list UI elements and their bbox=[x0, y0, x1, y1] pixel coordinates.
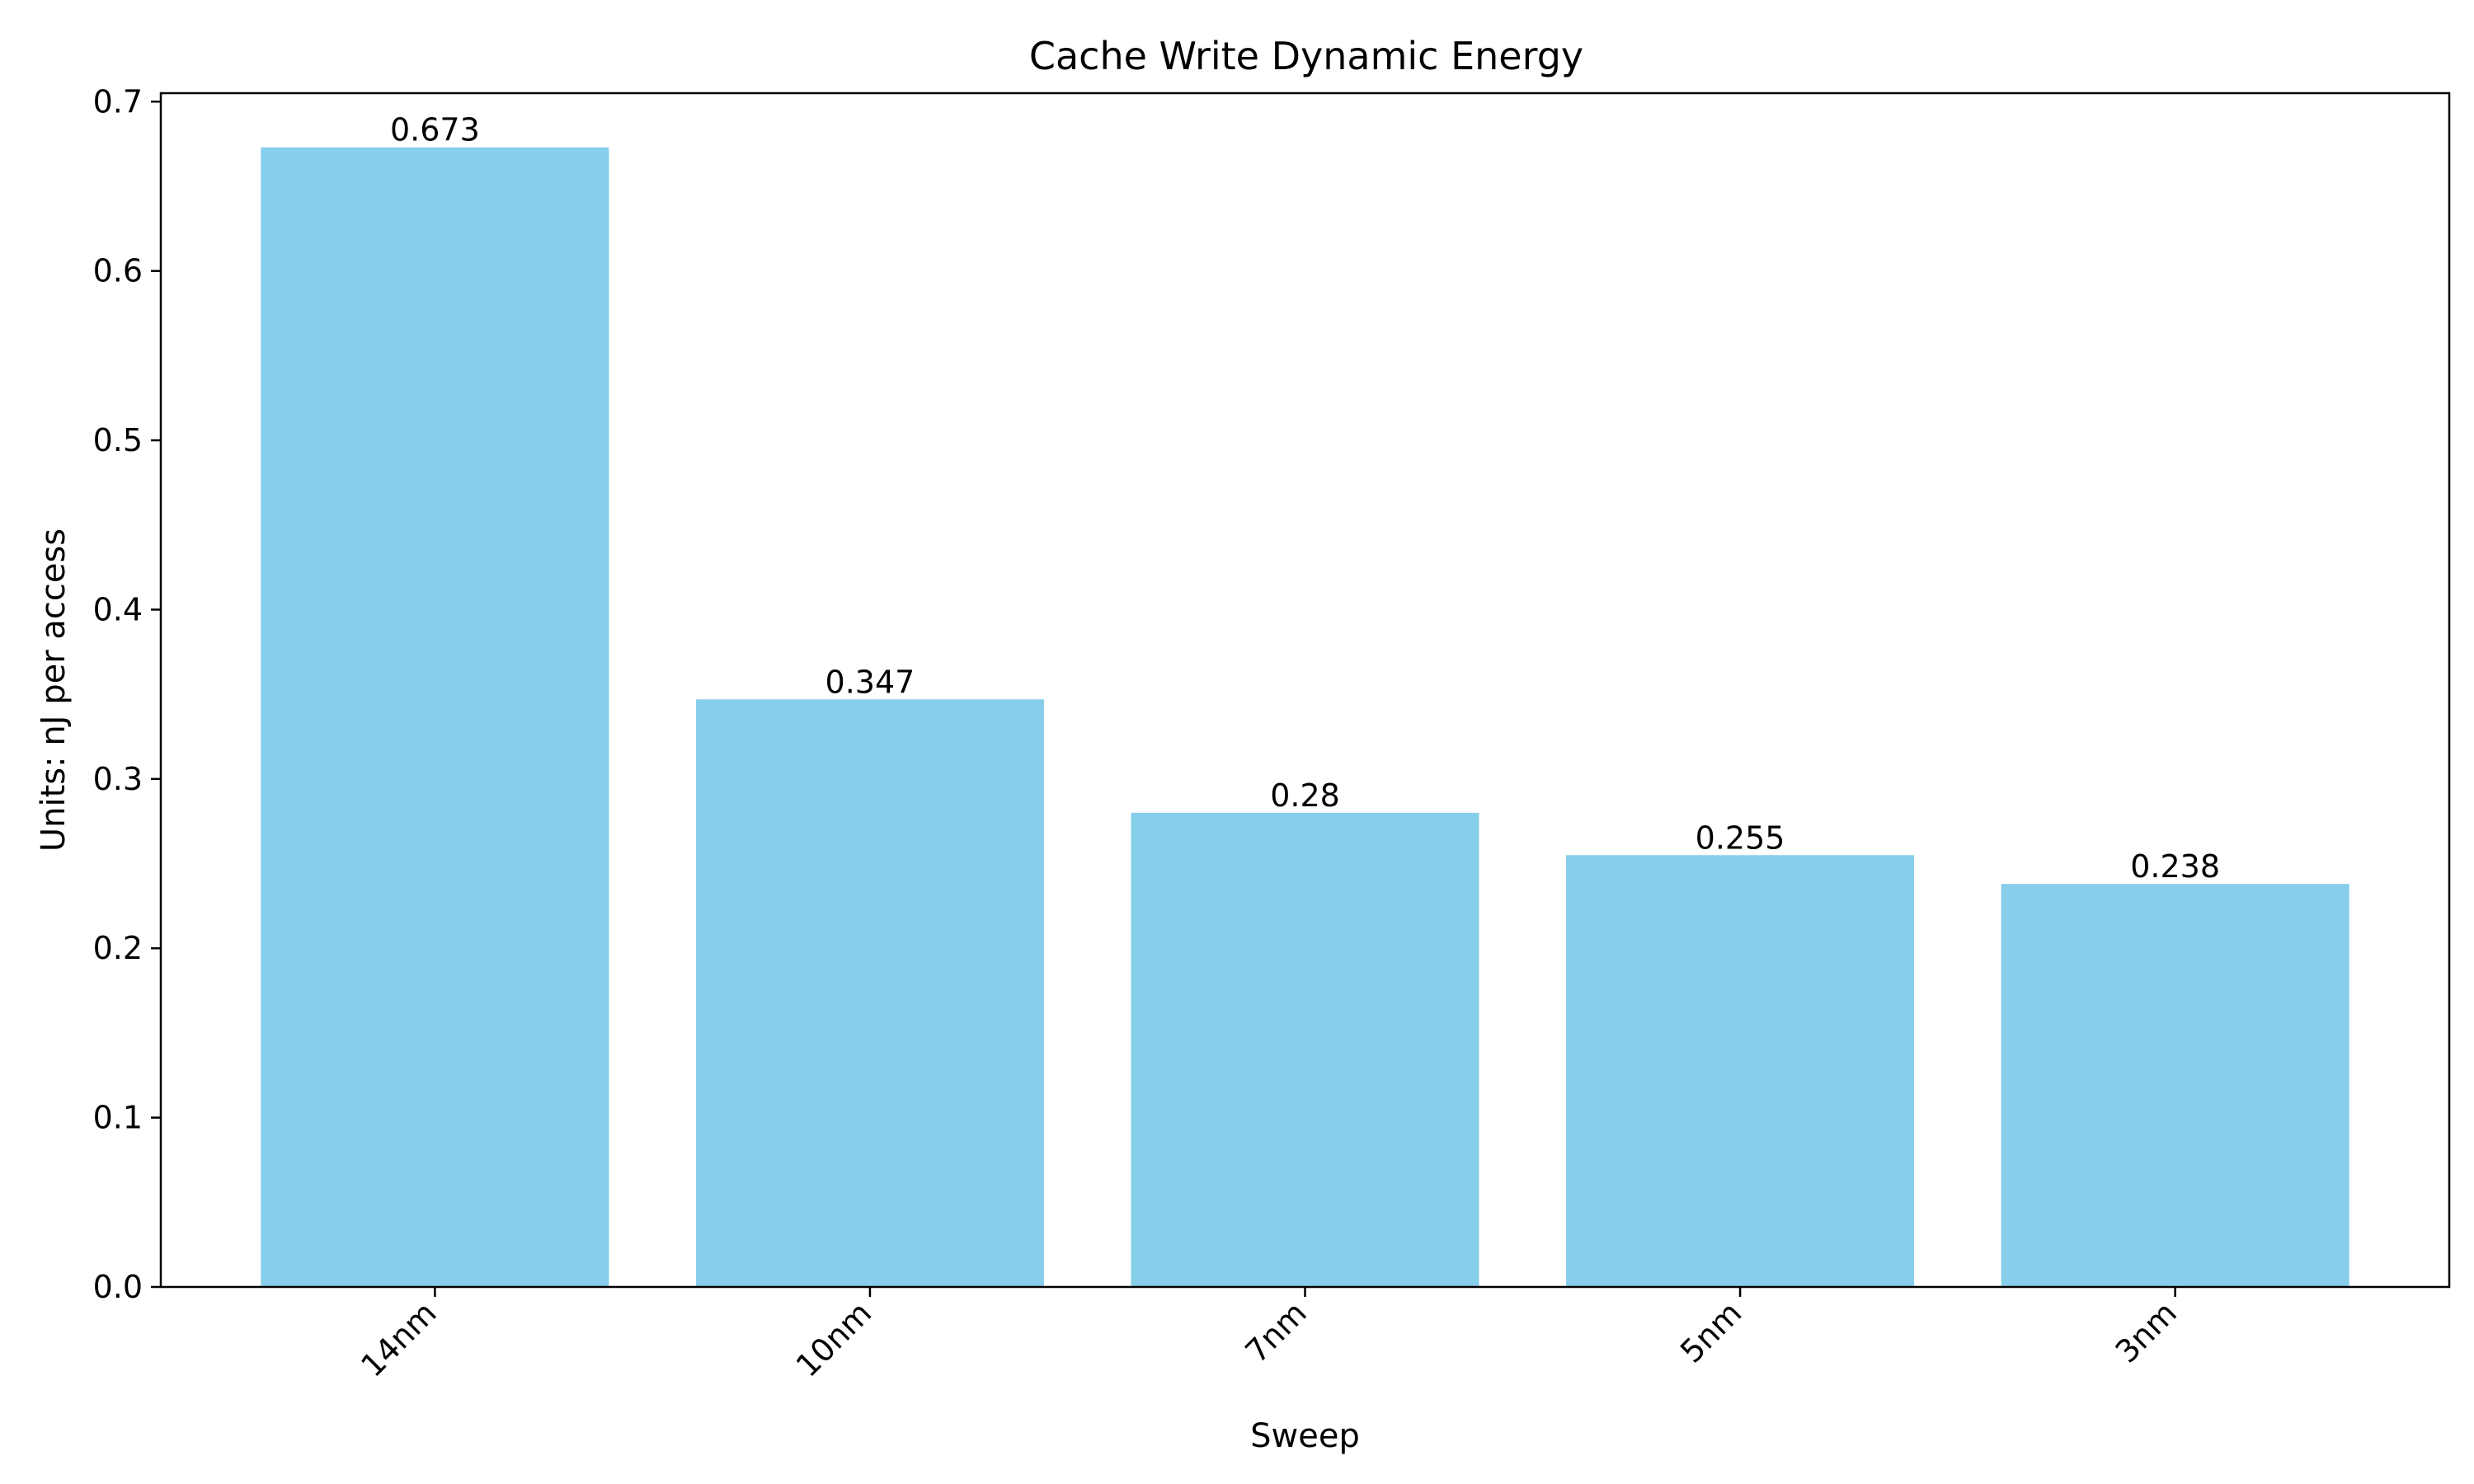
y-tick-label: 0.1 bbox=[93, 1100, 143, 1136]
bar-14nm bbox=[261, 147, 609, 1287]
y-tick-label: 0.0 bbox=[93, 1269, 143, 1305]
y-tick-label: 0.2 bbox=[93, 930, 143, 966]
y-tick-label: 0.5 bbox=[93, 422, 143, 458]
y-axis: 0.0 0.1 0.2 0.3 0.4 0.5 0.6 0.7 bbox=[93, 83, 161, 1305]
bar-7nm bbox=[1131, 812, 1479, 1287]
data-label-10nm: 0.347 bbox=[825, 664, 915, 700]
y-axis-title: Units: nJ per access bbox=[35, 528, 73, 852]
x-axis: 14nm 10nm 7nm 5nm 3nm bbox=[354, 1287, 2184, 1384]
x-tick-label: 10nm bbox=[789, 1294, 879, 1384]
x-tick-label: 3nm bbox=[2109, 1294, 2184, 1369]
bar-10nm bbox=[695, 699, 1044, 1287]
y-tick-label: 0.4 bbox=[93, 591, 143, 627]
bar-5nm bbox=[1566, 855, 1915, 1287]
data-label-7nm: 0.28 bbox=[1270, 777, 1340, 814]
x-tick-label: 5nm bbox=[1673, 1294, 1748, 1369]
y-tick-label: 0.3 bbox=[93, 761, 143, 797]
data-label-3nm: 0.238 bbox=[2130, 848, 2220, 885]
data-labels-group: 0.673 0.347 0.28 0.255 0.238 bbox=[390, 112, 2220, 885]
bars-group bbox=[261, 147, 2349, 1287]
x-tick-label: 14nm bbox=[354, 1294, 444, 1384]
x-tick-label: 7nm bbox=[1238, 1294, 1313, 1369]
y-tick-label: 0.6 bbox=[93, 253, 143, 289]
data-label-14nm: 0.673 bbox=[390, 112, 480, 148]
bar-3nm bbox=[2001, 884, 2349, 1287]
chart-title: Cache Write Dynamic Energy bbox=[1029, 34, 1583, 78]
data-label-5nm: 0.255 bbox=[1696, 819, 1785, 856]
y-tick-label: 0.7 bbox=[93, 83, 143, 120]
x-axis-title: Sweep bbox=[1250, 1417, 1360, 1455]
